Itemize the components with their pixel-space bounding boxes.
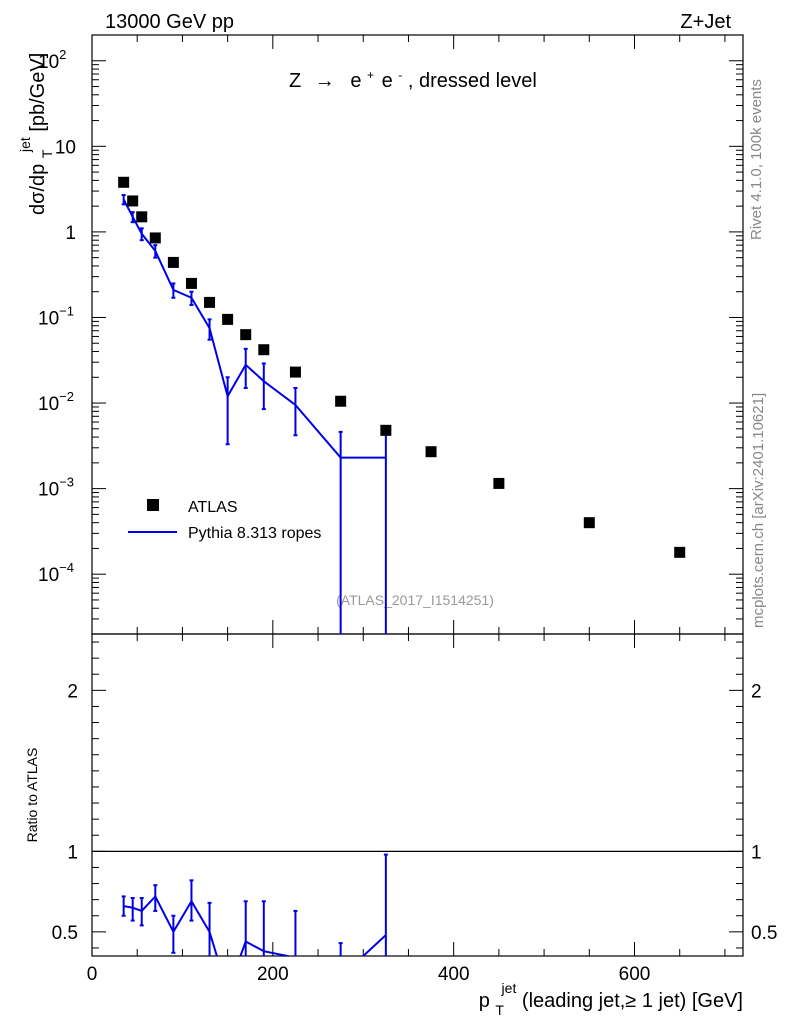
ratio-line — [123, 894, 387, 956]
main-axis-ticks: 10−4 10−3 10−2 10−1 1 10 102 — [38, 34, 743, 635]
atlas-point — [149, 232, 161, 244]
ratio-ytick-label-right: 1 — [751, 842, 762, 863]
header-right: Z+Jet — [680, 11, 731, 33]
atlas-point — [222, 313, 234, 325]
main-ytick-label: 10−4 — [38, 560, 74, 586]
atlas-point — [167, 256, 179, 268]
main-data-layer — [118, 176, 686, 634]
legend-atlas-label: ATLAS — [188, 499, 238, 516]
ratio-data-layer — [121, 853, 388, 956]
atlas-point — [118, 176, 130, 188]
atlas-point — [258, 344, 270, 356]
atlas-point — [127, 195, 139, 207]
atlas-point — [425, 446, 437, 458]
atlas-point — [136, 211, 148, 223]
legend-atlas-marker — [147, 499, 159, 511]
legend: ATLAS Pythia 8.313 ropes — [128, 499, 321, 542]
main-ytick-label: 102 — [38, 47, 66, 73]
xtick-label: 400 — [438, 964, 470, 985]
xtick-label: 600 — [619, 964, 651, 985]
watermark: (ATLAS_2017_I1514251) — [336, 592, 494, 608]
main-ytick-label: 1 — [65, 223, 76, 244]
ratio-xlabel: p T jet (leading jet,≥ 1 jet) [GeV] — [479, 976, 743, 1020]
ratio-ytick-label-left: 1 — [67, 842, 78, 863]
pythia-line — [122, 198, 386, 459]
atlas-point — [289, 366, 301, 378]
main-ytick-label: 10−2 — [38, 389, 74, 415]
atlas-point — [493, 477, 505, 489]
ratio-axis-ticks: 0.5 0.5 1 1 2 2 0 200 400 600 — [52, 634, 777, 985]
ratio-ylabel: Ratio to ATLAS — [24, 748, 40, 843]
main-ytick-label: 10−3 — [38, 475, 74, 501]
rivet-label: Rivet 4.1.0, 100k events — [748, 79, 765, 240]
ratio-ytick-label-left: 2 — [67, 681, 78, 702]
atlas-point — [204, 296, 216, 308]
main-ylabel: dσ/dp T jet [pb/GeV] — [13, 53, 57, 215]
atlas-point — [583, 517, 595, 529]
atlas-point — [240, 329, 252, 341]
xtick-label: 200 — [257, 964, 289, 985]
ratio-ytick-label-left: 0.5 — [52, 923, 78, 944]
legend-pythia-label: Pythia 8.313 ropes — [188, 525, 321, 542]
ratio-ytick-label-right: 0.5 — [751, 923, 777, 944]
ratio-panel-frame — [91, 633, 744, 957]
atlas-point — [674, 546, 686, 558]
atlas-point — [335, 395, 347, 407]
xtick-label: 0 — [87, 964, 98, 985]
main-ytick-label: 10−1 — [38, 303, 74, 329]
main-panel-frame — [91, 34, 744, 635]
main-title: Z → e + e - , dressed level — [289, 62, 537, 92]
header-left: 13000 GeV pp — [105, 11, 234, 33]
ratio-ytick-label-right: 2 — [751, 681, 762, 702]
mcplots-label: mcplots.cern.ch [arXiv:2401.10621] — [750, 393, 767, 628]
atlas-point — [185, 277, 197, 289]
atlas-point — [380, 424, 392, 436]
main-ytick-label: 10 — [55, 137, 76, 158]
